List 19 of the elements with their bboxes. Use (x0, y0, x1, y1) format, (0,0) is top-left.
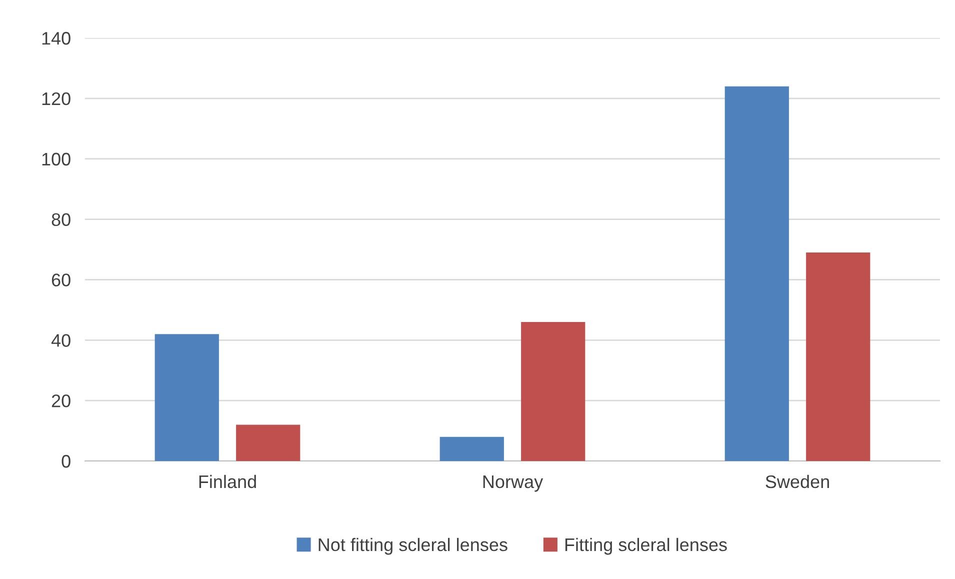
y-tick-label: 140 (42, 32, 70, 45)
y-tick-label: 40 (51, 334, 70, 347)
y-tick-label: 80 (52, 213, 70, 226)
bar (440, 436, 504, 461)
bar (521, 322, 586, 461)
bar (724, 86, 789, 461)
bar (806, 252, 870, 461)
bar (154, 334, 219, 461)
y-tick-label: 100 (42, 152, 70, 166)
x-tick-label: Norway (483, 476, 544, 492)
x-tick-label: Sweden (766, 474, 829, 488)
legend-label: Fitting scleral lenses (565, 538, 727, 555)
y-tick-label: 20 (52, 394, 70, 408)
y-tick-label: 120 (42, 92, 70, 106)
x-tick-label: Finland (199, 474, 256, 488)
y-tick-label: 0 (62, 454, 70, 468)
legend-label: Not fitting scleral lenses (318, 538, 508, 555)
y-tick-label: 60 (52, 274, 70, 286)
bar (236, 424, 300, 461)
